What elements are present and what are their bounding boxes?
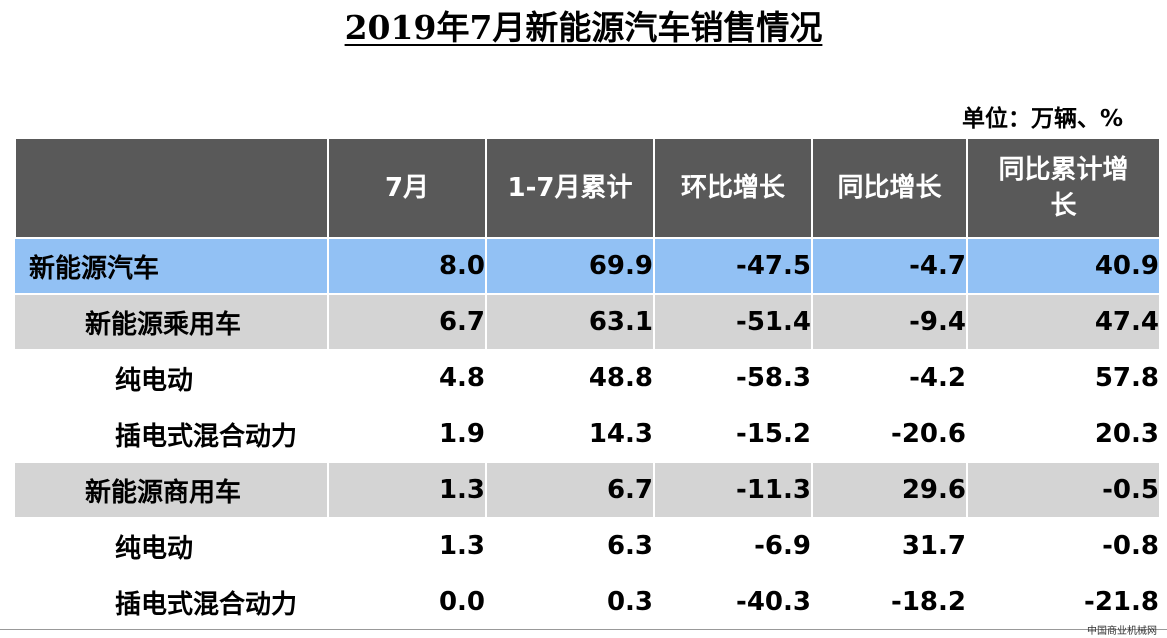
value-cell: 8.0 [327,237,487,295]
header-cell-category [14,137,329,239]
value-cell: -0.8 [966,517,1161,575]
value-cell: 69.9 [485,237,655,295]
value-cell: 20.3 [966,405,1161,463]
value-cell: 1.3 [327,461,487,519]
value-cell: -6.9 [653,517,813,575]
value-cell: -21.8 [966,573,1161,631]
table-row: 新能源商用车 1.3 6.7 -11.3 29.6 -0.5 [15,461,1161,519]
value-cell: 29.6 [811,461,968,519]
value-cell: 48.8 [485,349,655,407]
table-row: 纯电动 4.8 48.8 -58.3 -4.2 57.8 [15,349,1161,407]
unit-note: 单位：万辆、% [961,106,1123,132]
page-title-text: 2019年7月新能源汽车销售情况 [344,8,823,47]
value-cell: -47.5 [653,237,813,295]
row-label: 纯电动 [15,349,329,407]
row-label: 新能源乘用车 [15,293,329,351]
table-row: 插电式混合动力 1.9 14.3 -15.2 -20.6 20.3 [15,405,1161,463]
value-cell: 6.3 [485,517,655,575]
row-label: 插电式混合动力 [15,405,329,463]
row-label: 新能源商用车 [15,461,329,519]
value-cell: 1.9 [327,405,487,463]
value-cell: -40.3 [653,573,813,631]
bottom-divider [0,629,1167,630]
value-cell: 63.1 [485,293,655,351]
table-row: 新能源汽车 8.0 69.9 -47.5 -4.7 40.9 [15,237,1161,295]
value-cell: -0.5 [966,461,1161,519]
header-cell-cumulative: 1-7月累计 [485,137,655,239]
sales-table: 7月 1-7月累计 环比增长 同比增长 同比累计增长 新能源汽车 8.0 69.9-… [14,137,1161,631]
row-label: 新能源汽车 [15,237,329,295]
table-row: 插电式混合动力 0.0 0.3 -40.3 -18.2 -21.8 [15,573,1161,631]
value-cell: -51.4 [653,293,813,351]
row-label: 纯电动 [15,517,329,575]
table-body: 新能源汽车 8.0 69.9 -47.5 -4.7 40.9 新能源乘用车 6.7 63.1 -5… [15,237,1161,631]
value-cell: -20.6 [811,405,968,463]
value-cell: 57.8 [966,349,1161,407]
value-cell: 6.7 [327,293,487,351]
page-title: 2019年7月新能源汽车销售情况 [0,6,1167,50]
table-row: 纯电动 1.3 6.3 -6.9 31.7 -0.8 [15,517,1161,575]
value-cell: -15.2 [653,405,813,463]
value-cell: -4.7 [811,237,968,295]
value-cell: 31.7 [811,517,968,575]
watermark-text: 中国商业机械网 [1087,626,1157,637]
header-cell-yoy-growth: 同比增长 [811,137,968,239]
value-cell: 6.7 [485,461,655,519]
value-cell: -11.3 [653,461,813,519]
value-cell: 40.9 [966,237,1161,295]
value-cell: -58.3 [653,349,813,407]
header-cell-yoy-cumulative-growth: 同比累计增长 [966,137,1161,239]
value-cell: -9.4 [811,293,968,351]
value-cell: 47.4 [966,293,1161,351]
value-cell: 14.3 [485,405,655,463]
header-cell-month: 7月 [327,137,487,239]
header-cell-mom-growth: 环比增长 [653,137,813,239]
value-cell: 4.8 [327,349,487,407]
header-row: 7月 1-7月累计 环比增长 同比增长 同比累计增长 [14,137,1161,239]
value-cell: 1.3 [327,517,487,575]
row-label: 插电式混合动力 [15,573,329,631]
value-cell: -4.2 [811,349,968,407]
value-cell: 0.3 [485,573,655,631]
table-row: 新能源乘用车 6.7 63.1 -51.4 -9.4 47.4 [15,293,1161,351]
value-cell: -18.2 [811,573,968,631]
value-cell: 0.0 [327,573,487,631]
